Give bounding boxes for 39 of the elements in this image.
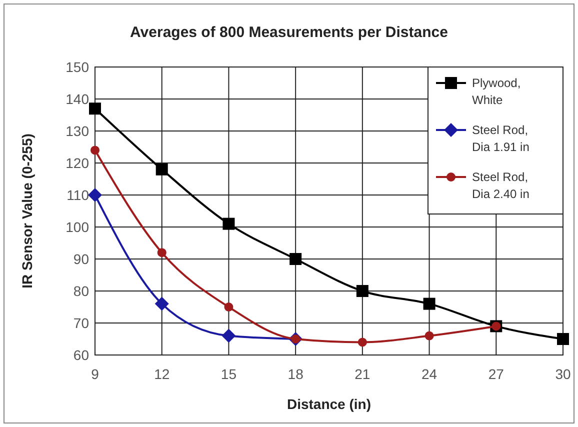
point	[424, 331, 434, 340]
y-tick-label: 130	[66, 122, 90, 139]
y-tick-label: 140	[66, 90, 90, 107]
point	[224, 302, 234, 312]
x-tick-label: 12	[154, 366, 170, 382]
point	[358, 338, 367, 347]
point	[157, 248, 166, 258]
x-tick-label: 30	[555, 366, 571, 382]
x-tick-label: 18	[288, 366, 304, 382]
x-tick-label: 27	[488, 366, 504, 382]
y-tick-label: 90	[73, 250, 90, 267]
x-tick-label: 24	[421, 366, 438, 382]
point	[423, 298, 436, 310]
y-tick-label: 70	[73, 314, 90, 331]
legend-label: Steel Rod, Dia 2.40 in	[472, 170, 530, 201]
point	[222, 328, 236, 343]
y-tick-label: 80	[73, 282, 90, 299]
x-axis-title: Distance (in)	[286, 396, 372, 412]
x-tick-label: 21	[354, 366, 370, 382]
point	[89, 102, 101, 115]
y-tick-label: 120	[66, 154, 90, 171]
y-tick-label: 150	[66, 58, 90, 75]
y-tick-label: 100	[66, 218, 90, 235]
point	[90, 146, 100, 155]
point	[222, 218, 235, 230]
point	[156, 163, 168, 176]
legend-label: Plywood, White	[472, 76, 521, 107]
point	[88, 188, 102, 202]
x-tick-label: 9	[91, 366, 100, 382]
y-tick-label: 110	[66, 186, 90, 203]
point	[154, 296, 169, 311]
y-axis-title: IR Sensor Value (0-255)	[19, 134, 35, 288]
chart-title: Averages of 800 Measurements per Distance	[130, 24, 448, 41]
point	[557, 333, 569, 345]
legend-label: Steel Rod, Dia 1.91 in	[472, 123, 530, 154]
point	[356, 285, 368, 297]
point	[290, 253, 302, 265]
x-tick-label: 15	[220, 366, 237, 382]
y-tick-label: 60	[73, 346, 90, 363]
